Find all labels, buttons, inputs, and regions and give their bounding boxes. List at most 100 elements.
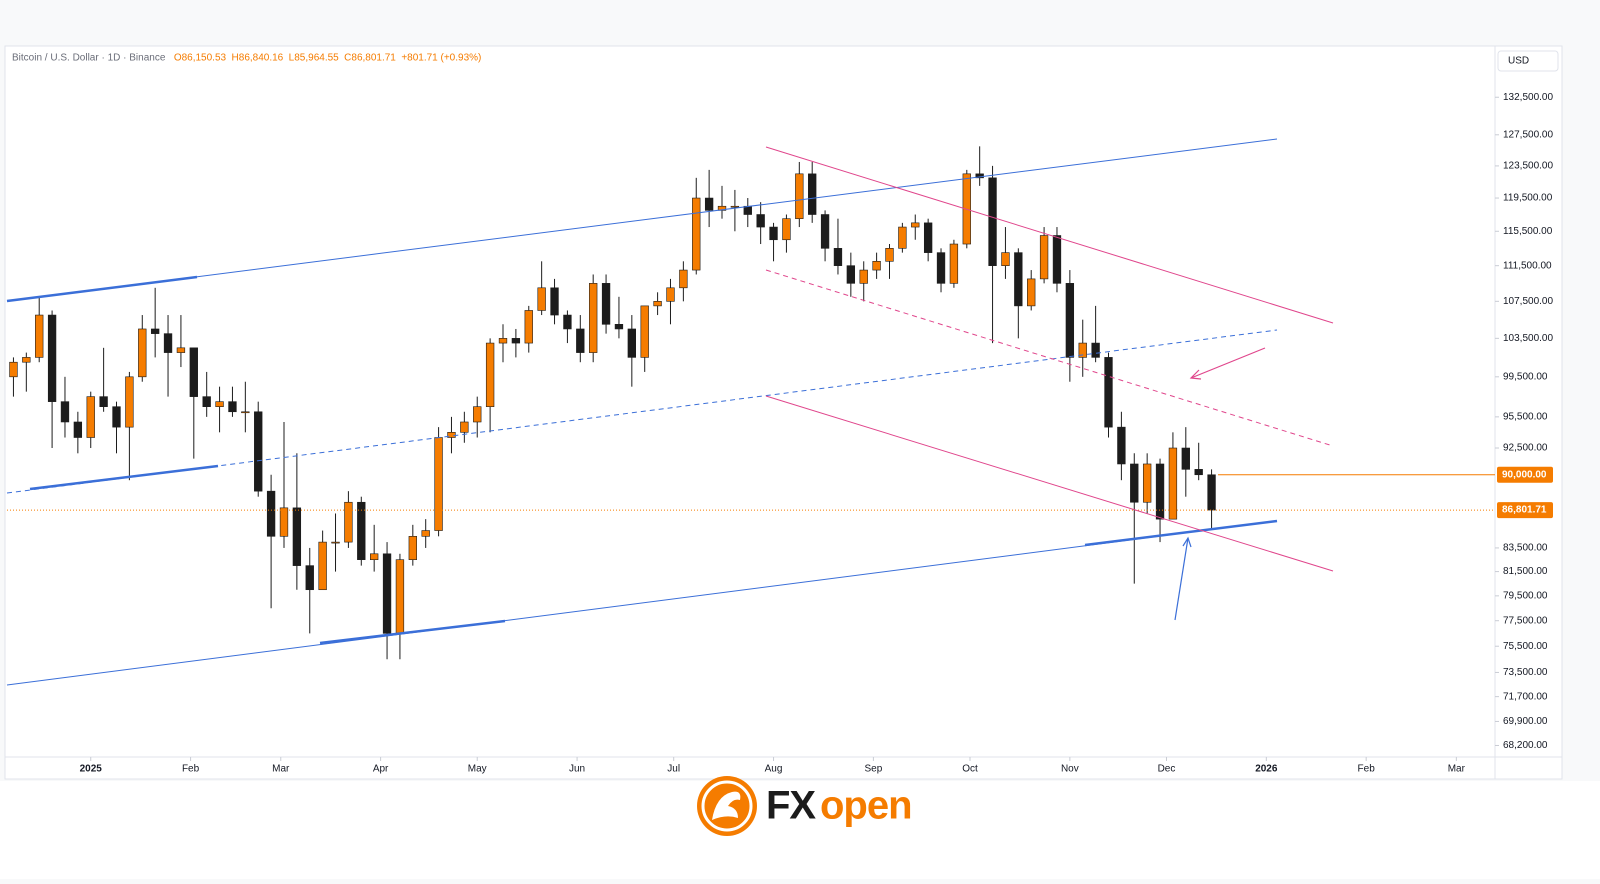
x-tick-label: Dec xyxy=(1158,764,1176,775)
candle-body xyxy=(550,287,559,316)
arrow-blue-head xyxy=(1182,536,1192,548)
candle-body xyxy=(266,490,276,537)
y-tick-label: 123,500.00 xyxy=(1503,161,1553,172)
price-label-box xyxy=(1497,466,1553,483)
candle-body xyxy=(795,173,804,219)
price-label-box xyxy=(1497,502,1553,519)
candle-body xyxy=(756,214,765,228)
candle-body xyxy=(241,411,250,414)
candle-body xyxy=(923,222,933,253)
candle-body xyxy=(9,361,18,378)
y-tick-label: 95,500.00 xyxy=(1503,412,1548,423)
candle-body xyxy=(704,197,714,211)
channel-lower-touch xyxy=(1084,519,1278,547)
x-tick-label: 2026 xyxy=(1255,764,1278,775)
channel-upper xyxy=(6,138,1278,302)
candle-body xyxy=(434,437,443,531)
x-tick-label: Apr xyxy=(373,764,389,775)
y-tick-label: 115,500.00 xyxy=(1503,226,1553,237)
candle-body xyxy=(769,226,778,241)
trendlines xyxy=(6,138,1334,686)
candle-body xyxy=(627,328,636,358)
y-tick-label: 69,900.00 xyxy=(1503,716,1548,727)
y-tick-label: 79,500.00 xyxy=(1503,590,1548,601)
candle-body xyxy=(215,401,224,407)
axes: 132,500.00 127,500.00 123,500.00 119,500.00… xyxy=(80,92,1554,775)
candle-body xyxy=(447,432,456,438)
candle-body xyxy=(1117,426,1126,465)
candle-body xyxy=(1014,252,1023,307)
candle-body xyxy=(898,226,907,249)
candle-body xyxy=(485,342,495,407)
x-tick-label: Nov xyxy=(1061,764,1079,775)
arrow-pink-head xyxy=(1189,369,1202,380)
logo-dragon xyxy=(712,791,741,820)
candle-body xyxy=(228,401,237,413)
candle-body xyxy=(743,205,752,215)
arrow-pink xyxy=(1190,347,1266,379)
candle-body xyxy=(640,305,649,358)
logo-fx: FX xyxy=(766,784,816,828)
candle-body xyxy=(576,328,585,353)
candle-body xyxy=(331,541,340,544)
candle-body xyxy=(357,501,366,560)
ohlc-value: +801.71 (+0.93%) xyxy=(401,53,481,64)
candle-body xyxy=(589,283,598,353)
ohlc-value: H86,840.16 xyxy=(232,53,284,64)
candle-body xyxy=(988,177,997,266)
ohlc-value: O86,150.53 xyxy=(174,53,227,64)
candle-body xyxy=(395,559,405,634)
candle-body xyxy=(279,507,289,537)
y-tick-label: 92,500.00 xyxy=(1503,443,1548,454)
candle-body xyxy=(421,530,430,537)
candle-body xyxy=(885,248,894,262)
candle-body xyxy=(408,536,417,560)
candle-body xyxy=(975,173,984,179)
currency: USD xyxy=(1508,56,1529,67)
candle-body xyxy=(614,324,624,330)
candle-body xyxy=(1065,283,1075,358)
y-tick-label: 68,200.00 xyxy=(1503,740,1548,751)
candle-body xyxy=(73,421,83,438)
candle-body xyxy=(150,328,160,334)
candle-body xyxy=(35,314,44,358)
candle-body xyxy=(60,401,70,423)
down-channel-upper xyxy=(765,146,1334,324)
candle-body xyxy=(1078,342,1087,358)
candle-body xyxy=(1027,278,1036,307)
channel-mid-touch xyxy=(29,464,219,491)
candle-body xyxy=(473,406,482,423)
candle-body xyxy=(498,338,508,344)
y-tick-label: 103,500.00 xyxy=(1503,333,1553,344)
channel-lower xyxy=(6,520,1278,686)
candle-body xyxy=(524,310,533,344)
candle-body xyxy=(382,553,392,634)
candle-body xyxy=(86,396,95,438)
currency-box xyxy=(1497,50,1559,72)
channel-lower-touch xyxy=(319,619,506,645)
x-tick-label: Feb xyxy=(182,764,200,775)
candle-body xyxy=(1130,463,1139,503)
price-label: 90,000.00 xyxy=(1502,469,1547,480)
x-tick-label: Jun xyxy=(569,764,585,775)
price-label: 86,801.71 xyxy=(1502,505,1547,516)
candle-body xyxy=(679,269,688,289)
candle-body xyxy=(99,396,108,407)
y-tick-label: 132,500.00 xyxy=(1503,92,1553,103)
y-tick-label: 77,500.00 xyxy=(1503,615,1548,626)
y-tick-label: 107,500.00 xyxy=(1503,296,1553,307)
y-tick-label: 75,500.00 xyxy=(1503,641,1548,652)
x-tick-label: May xyxy=(468,764,487,775)
candle-body xyxy=(730,205,740,208)
logo-area xyxy=(0,781,1600,879)
candle-body xyxy=(370,553,379,560)
logo-emblem-ring xyxy=(701,780,753,832)
plot-area xyxy=(7,146,1495,660)
ohlc-value: C86,801.71 xyxy=(344,53,396,64)
candle-body xyxy=(138,328,147,378)
candle-body xyxy=(163,333,173,353)
candle-body xyxy=(460,421,469,433)
y-tick-label: 73,500.00 xyxy=(1503,667,1548,678)
